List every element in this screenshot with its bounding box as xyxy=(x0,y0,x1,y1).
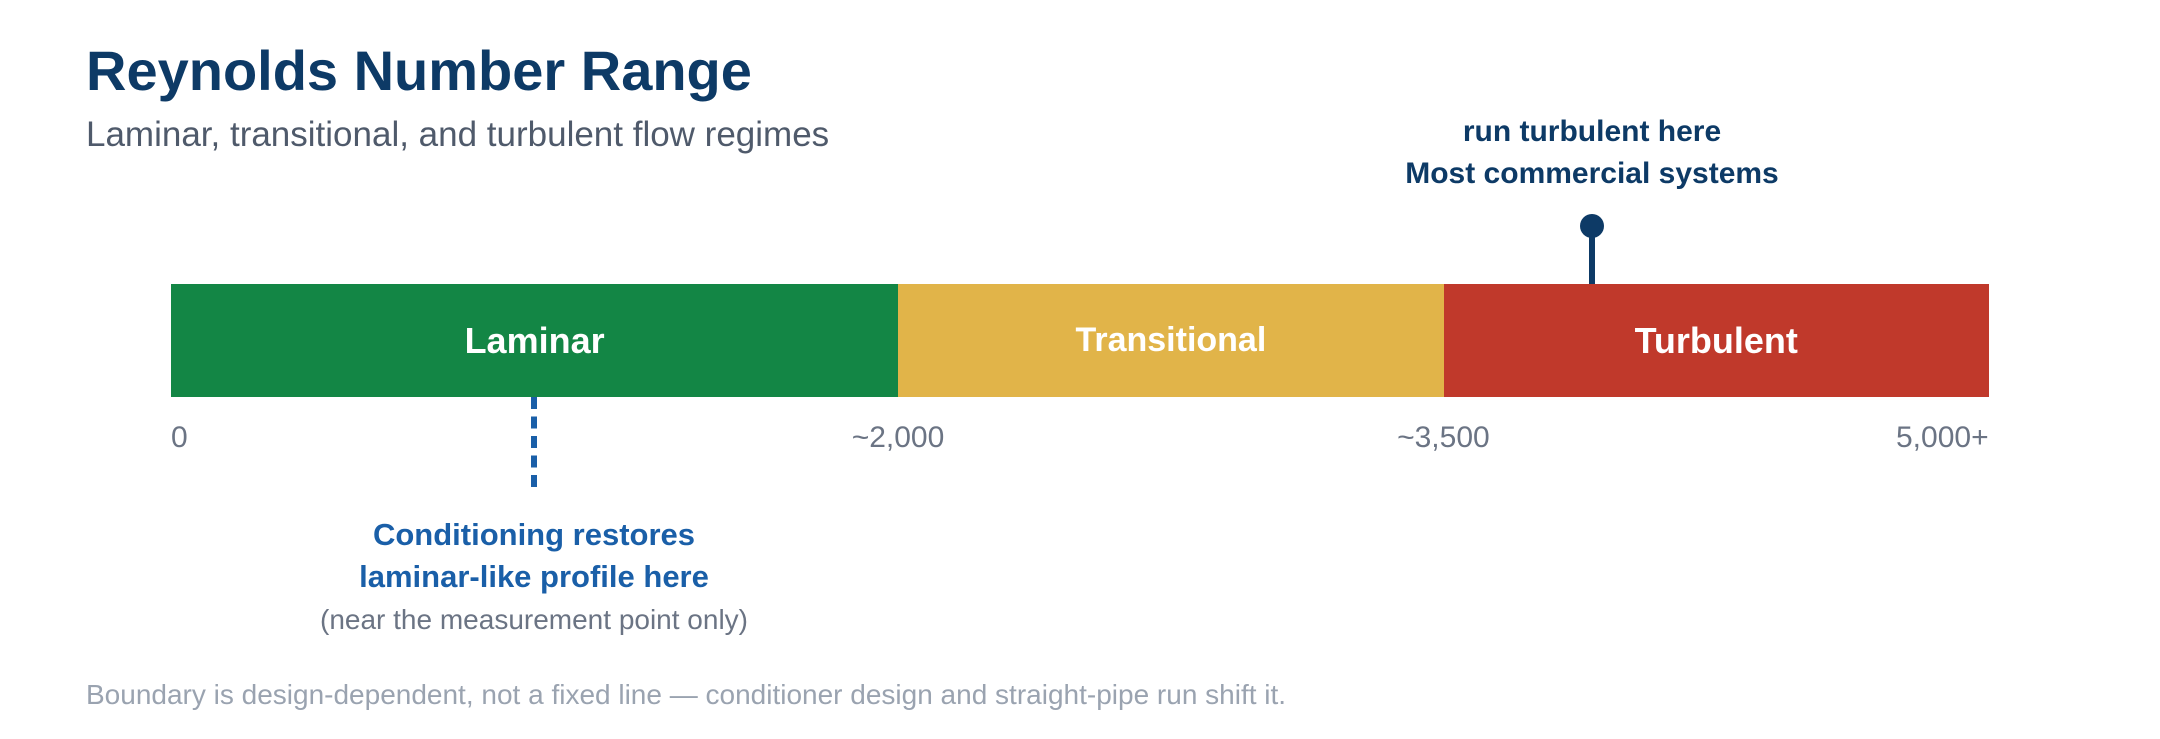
turbulent-callout-line-2: Most commercial systems xyxy=(1405,157,1779,190)
tick-label-2000: ~2,000 xyxy=(851,421,945,454)
turbulent-marker-dot xyxy=(1580,214,1604,238)
tick-label-5000: 5,000+ xyxy=(1896,421,1989,454)
conditioning-callout-line-1: Conditioning restores xyxy=(372,517,696,552)
reynolds-range-bar: Laminar Transitional Turbulent xyxy=(171,284,1989,397)
segment-transitional-label: Transitional xyxy=(1075,321,1267,359)
turbulent-callout-line-1: run turbulent here xyxy=(1462,115,1722,148)
conditioning-marker-dashed-line xyxy=(531,397,537,487)
conditioning-callout-note: (near the measurement point only) xyxy=(320,604,748,635)
page-title: Reynolds Number Range xyxy=(86,39,752,102)
tick-label-3500: ~3,500 xyxy=(1397,421,1490,454)
segment-laminar-label: Laminar xyxy=(464,319,605,361)
segment-transitional: Transitional xyxy=(898,284,1444,397)
segment-turbulent-label: Turbulent xyxy=(1634,319,1798,361)
conditioning-callout-line-2: laminar-like profile here xyxy=(359,559,709,594)
segment-turbulent: Turbulent xyxy=(1443,284,1989,397)
tick-label-0: 0 xyxy=(171,421,188,454)
footnote: Boundary is design-dependent, not a fixe… xyxy=(86,679,1287,710)
segment-laminar: Laminar xyxy=(171,284,899,397)
page-subtitle: Laminar, transitional, and turbulent flo… xyxy=(86,115,830,154)
turbulent-marker-stem xyxy=(1589,236,1595,284)
